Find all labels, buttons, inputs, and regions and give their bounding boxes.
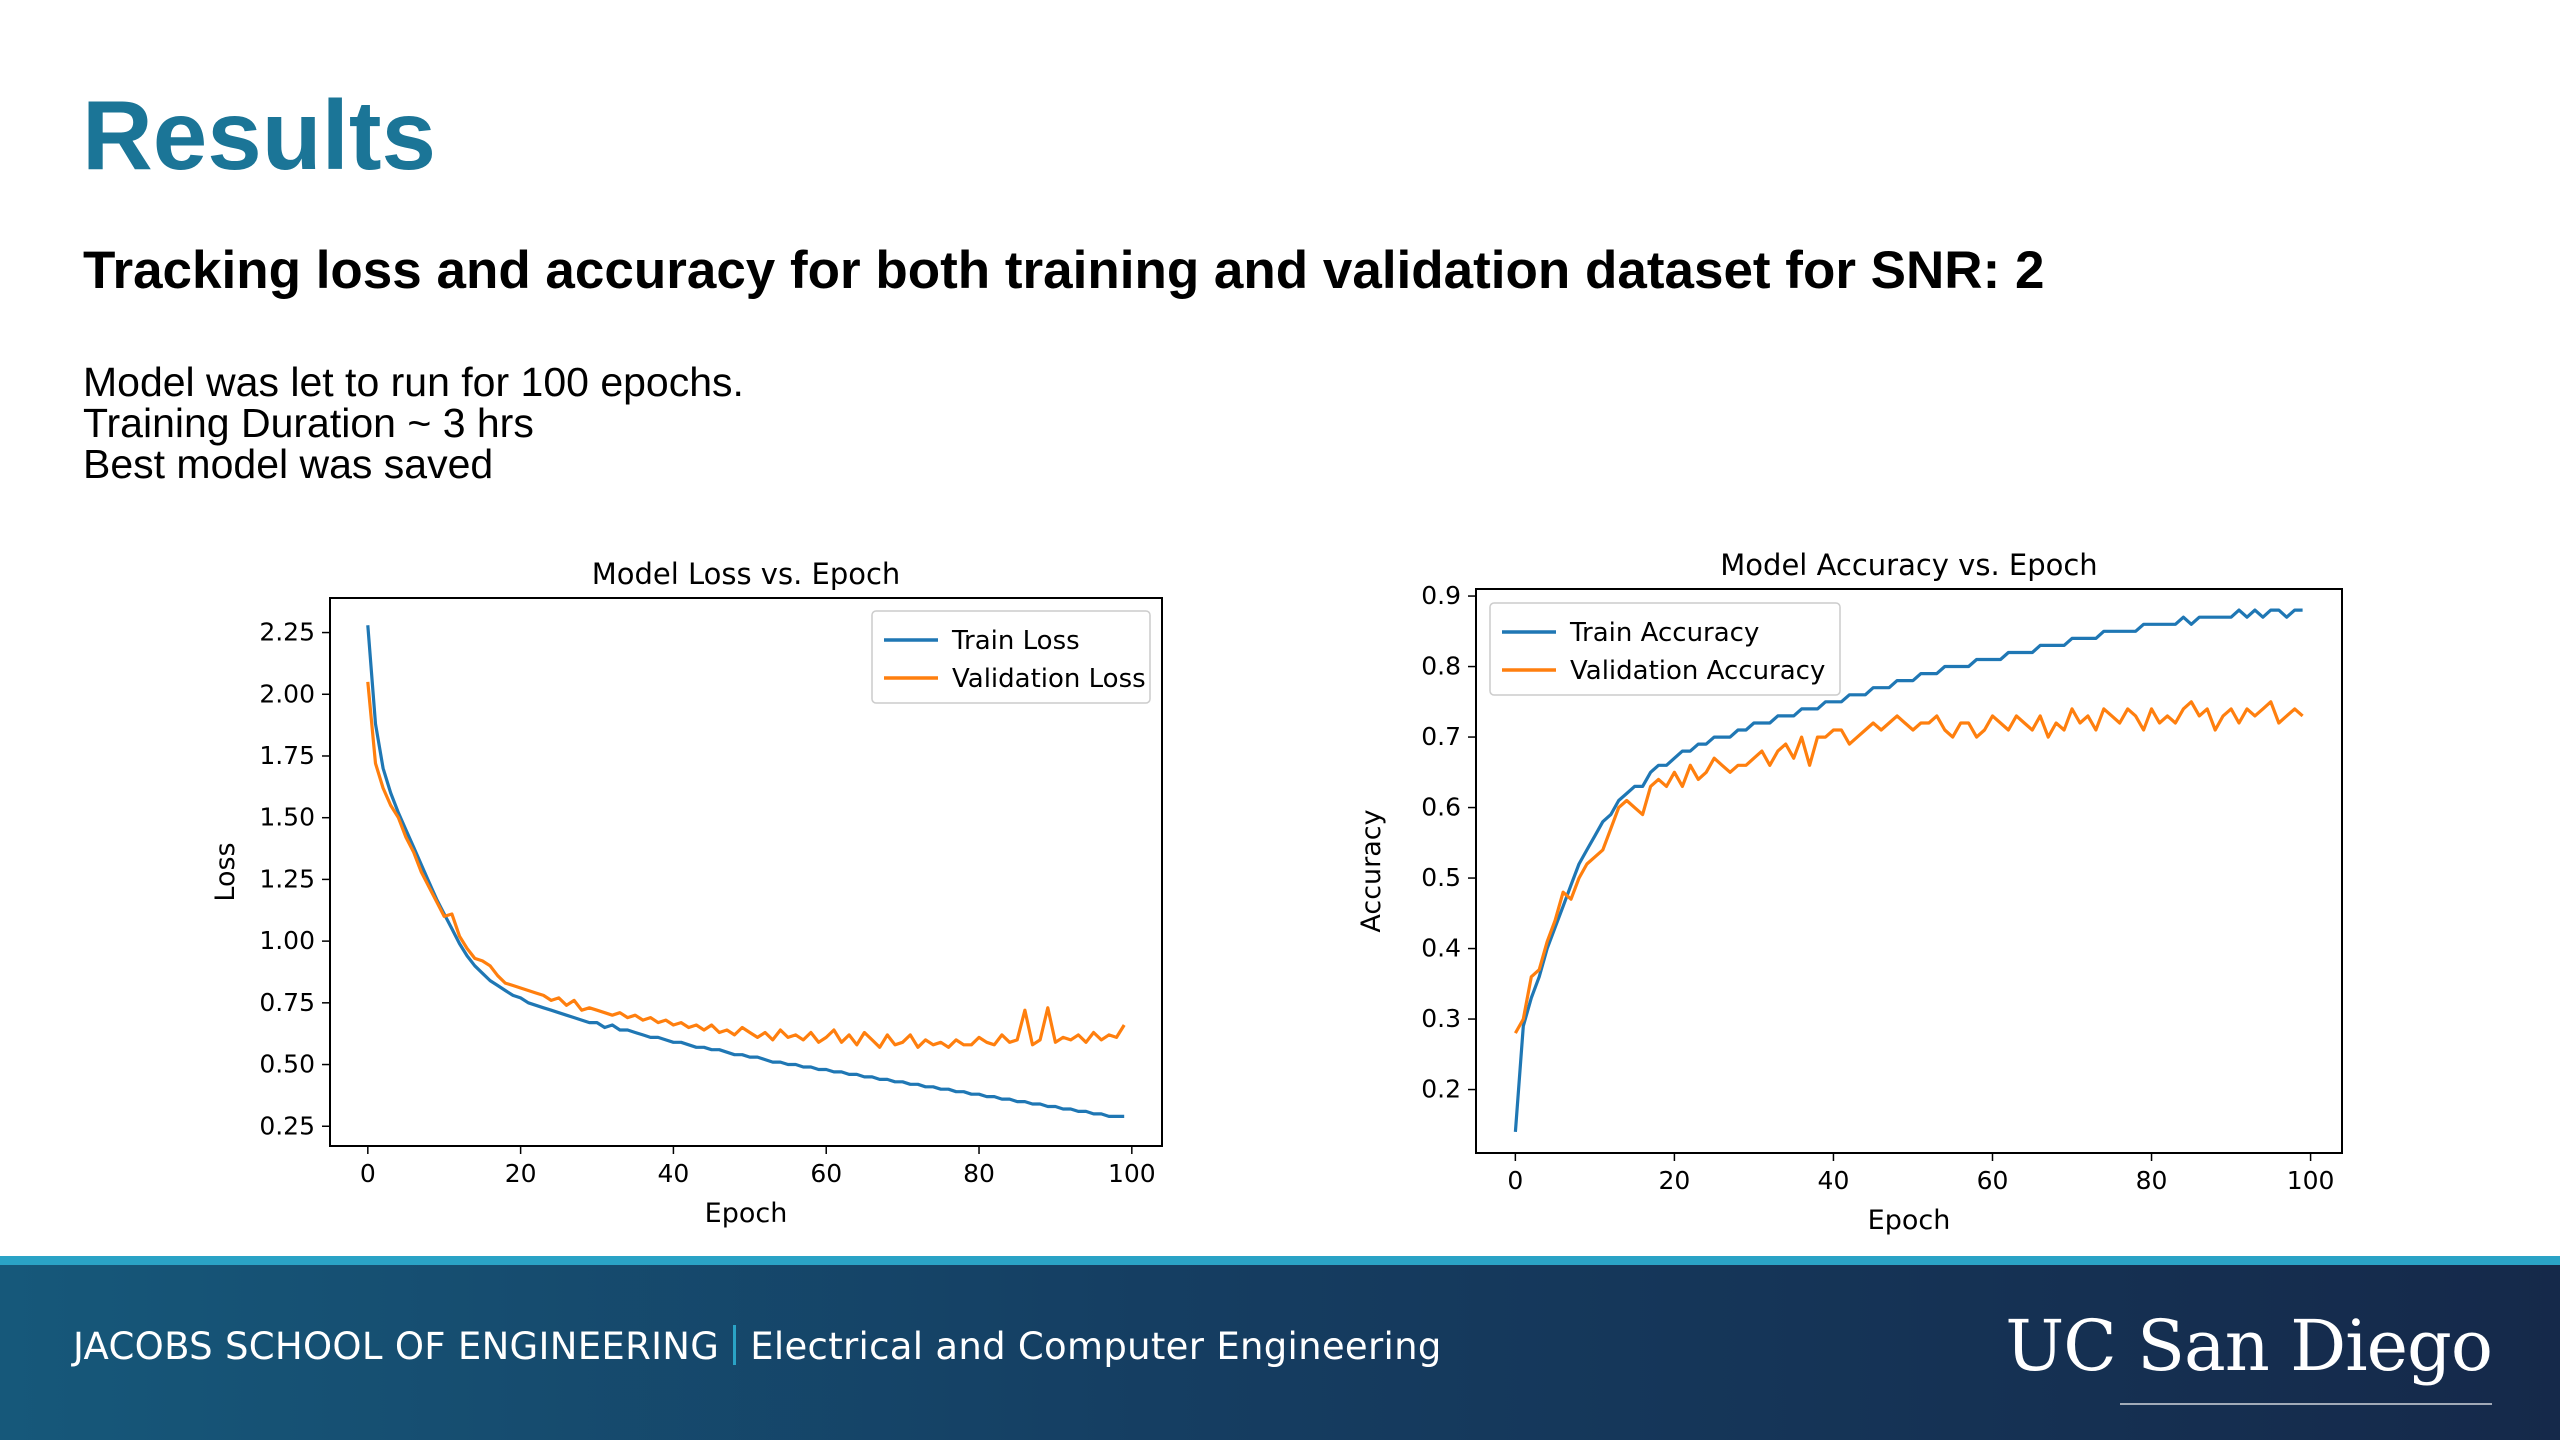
chart-title: Model Loss vs. Epoch: [592, 557, 901, 591]
footer-separator: [733, 1325, 737, 1365]
y-tick-label: 0.8: [1421, 652, 1461, 681]
x-axis-label: Epoch: [1868, 1205, 1951, 1236]
y-tick-label: 0.2: [1421, 1075, 1461, 1104]
ucsd-logo: UC San Diego: [2005, 1305, 2493, 1387]
x-tick-label: 20: [1659, 1166, 1691, 1195]
series-line-validation: [366, 681, 1126, 1049]
y-tick-label: 1.75: [259, 741, 315, 770]
series-line-train: [1513, 608, 2303, 1133]
y-tick-label: 0.50: [259, 1050, 315, 1079]
series-line-validation: [1514, 700, 2304, 1034]
x-tick-label: 40: [658, 1159, 690, 1188]
footer-text: JACOBS SCHOOL OF ENGINEERING Electrical a…: [73, 1325, 1442, 1368]
legend-label: Validation Accuracy: [1570, 656, 1825, 686]
body-line: Model was let to run for 100 epochs.: [83, 359, 744, 405]
body-text: Model was let to run for 100 epochs. Tra…: [83, 362, 744, 485]
series-line-train: [366, 625, 1125, 1119]
logo-underline: [2120, 1403, 2492, 1405]
footer-department: Electrical and Computer Engineering: [750, 1325, 1442, 1368]
footer-school: JACOBS SCHOOL OF ENGINEERING: [73, 1325, 720, 1368]
y-tick-label: 2.25: [259, 618, 315, 647]
x-tick-label: 100: [2287, 1166, 2335, 1195]
y-tick-label: 0.6: [1421, 793, 1461, 822]
legend-box: [1489, 602, 1841, 696]
y-tick-label: 1.25: [259, 864, 315, 893]
x-tick-label: 0: [1507, 1166, 1523, 1195]
legend-box: [871, 610, 1151, 704]
x-tick-label: 60: [1977, 1166, 2009, 1195]
legend-label: Train Accuracy: [1569, 618, 1759, 648]
body-line: Best model was saved: [83, 441, 494, 487]
y-tick-label: 0.7: [1421, 722, 1461, 751]
x-tick-label: 60: [810, 1159, 842, 1188]
y-tick-label: 0.75: [259, 988, 315, 1017]
accuracy-chart: Model Accuracy vs. Epoch 0 20 40 60 80 100 0.2 0…: [1360, 548, 2343, 1236]
x-tick-label: 100: [1108, 1159, 1156, 1188]
loss-chart: Model Loss vs. Epoch 0 20 40 60 80 100 0.25 0.50…: [210, 557, 1163, 1229]
x-tick-label: 80: [2136, 1166, 2168, 1195]
y-tick-label: 0.5: [1421, 863, 1461, 892]
x-tick-label: 80: [963, 1159, 995, 1188]
x-tick-label: 20: [505, 1159, 537, 1188]
y-tick-label: 0.4: [1421, 934, 1461, 963]
body-line: Training Duration ~ 3 hrs: [83, 400, 534, 446]
legend-label: Validation Loss: [952, 664, 1146, 694]
footer-bar: JACOBS SCHOOL OF ENGINEERING Electrical a…: [0, 1265, 2560, 1440]
slide-subtitle: Tracking loss and accuracy for both trai…: [83, 241, 2045, 300]
y-tick-label: 1.50: [259, 803, 315, 832]
y-tick-label: 2.00: [259, 679, 315, 708]
chart-title: Model Accuracy vs. Epoch: [1720, 548, 2097, 582]
legend-label: Train Loss: [951, 626, 1080, 656]
x-tick-label: 40: [1818, 1166, 1850, 1195]
x-axis-label: Epoch: [705, 1198, 788, 1229]
slide-title: Results: [82, 80, 437, 190]
y-tick-label: 0.3: [1421, 1004, 1461, 1033]
footer-accent-stripe: [0, 1256, 2560, 1265]
y-axis-label: Loss: [210, 842, 241, 901]
y-tick-label: 0.25: [259, 1111, 315, 1140]
x-tick-label: 0: [360, 1159, 376, 1188]
y-tick-label: 0.9: [1421, 581, 1461, 610]
y-tick-label: 1.00: [259, 926, 315, 955]
y-axis-label: Accuracy: [1360, 809, 1387, 932]
